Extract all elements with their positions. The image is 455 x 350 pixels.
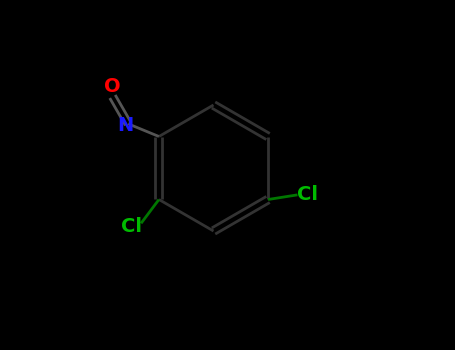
Text: O: O xyxy=(104,77,121,96)
Text: Cl: Cl xyxy=(121,217,142,236)
Text: N: N xyxy=(117,116,133,135)
Text: Cl: Cl xyxy=(298,185,318,204)
